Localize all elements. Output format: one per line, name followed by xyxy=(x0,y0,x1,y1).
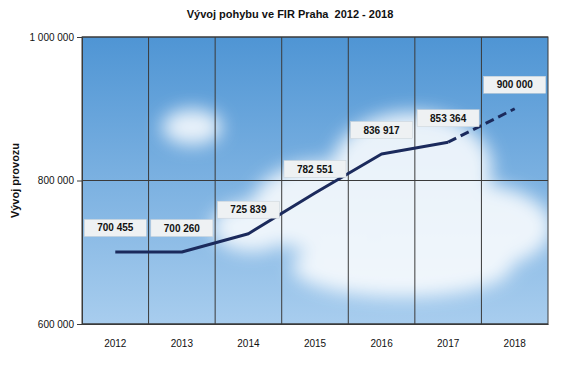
x-tick-label: 2016 xyxy=(370,338,393,349)
y-axis: 600 000 800 000 1 000 000 xyxy=(30,32,83,330)
cloud xyxy=(292,237,512,297)
plot-background xyxy=(82,37,548,324)
series-line xyxy=(115,142,448,252)
chart-title: Vývoj pohybu ve FIR Praha 2012 - 2018 xyxy=(187,8,394,20)
y-tick: 600 000 xyxy=(38,319,82,330)
x-tick: 2014 xyxy=(237,324,260,349)
x-tick-label: 2015 xyxy=(304,338,327,349)
grid xyxy=(82,37,548,324)
chart-svg: 600 000800 0001 000 00020122013201420152… xyxy=(0,0,580,366)
x-tick: 2015 xyxy=(304,324,327,349)
data-label-box xyxy=(417,110,479,127)
x-tick-label: 2017 xyxy=(437,338,460,349)
data-labels: 700 455 700 260 725 839 782 551 836 917 853 3… xyxy=(84,76,545,236)
data-label-box xyxy=(217,201,279,218)
data-label: 700 455 xyxy=(97,222,134,233)
plot-frame xyxy=(82,37,548,324)
data-label-box xyxy=(151,220,213,237)
y-tick-label: 600 000 xyxy=(38,319,75,330)
data-label-box xyxy=(84,219,146,236)
data-label: 900 000 xyxy=(497,79,534,90)
y-axis-line xyxy=(77,38,83,325)
x-tick: 2012 xyxy=(104,324,127,349)
x-tick: 2013 xyxy=(171,324,194,349)
y-tick-mark xyxy=(77,181,82,182)
data-label-box xyxy=(351,122,413,139)
cloud xyxy=(212,202,292,252)
data-label: 836 917 xyxy=(363,125,400,136)
data-label-box xyxy=(484,76,546,93)
data-label: 725 839 xyxy=(230,204,267,215)
grid-line-x xyxy=(215,37,216,324)
data-label-box xyxy=(284,161,346,178)
grid-line-x xyxy=(348,37,349,324)
grid-line-x xyxy=(481,37,482,324)
data-label: 700 260 xyxy=(164,223,201,234)
grid-line-x xyxy=(414,37,415,324)
x-axis-line xyxy=(83,324,549,325)
x-tick-label: 2013 xyxy=(171,338,194,349)
x-tick: 2018 xyxy=(504,324,527,349)
y-tick-mark xyxy=(77,324,82,325)
y-tick-label: 800 000 xyxy=(38,175,75,186)
grid-line-y xyxy=(82,180,548,181)
grid-line-x xyxy=(281,37,282,324)
y-axis-title: Vývoj provozu xyxy=(9,143,21,218)
x-tick-label: 2018 xyxy=(504,338,527,349)
data-label: 782 551 xyxy=(297,164,334,175)
y-tick: 800 000 xyxy=(38,175,82,186)
x-tick-label: 2014 xyxy=(237,338,260,349)
series-lines xyxy=(115,109,514,252)
x-tick: 2016 xyxy=(370,324,393,349)
y-tick-mark xyxy=(77,37,82,38)
x-tick-label: 2012 xyxy=(104,338,127,349)
cloud xyxy=(162,109,222,145)
y-tick: 1 000 000 xyxy=(30,32,83,43)
grid-line-x xyxy=(148,37,149,324)
clouds xyxy=(162,109,548,297)
x-axis: 2012 2013 2014 2015 2016 2017 2018 xyxy=(83,324,549,349)
y-tick-label: 1 000 000 xyxy=(30,32,75,43)
plot: 600 000800 0001 000 00020122013201420152… xyxy=(30,32,553,349)
data-label: 853 364 xyxy=(430,113,467,124)
x-tick: 2017 xyxy=(437,324,460,349)
